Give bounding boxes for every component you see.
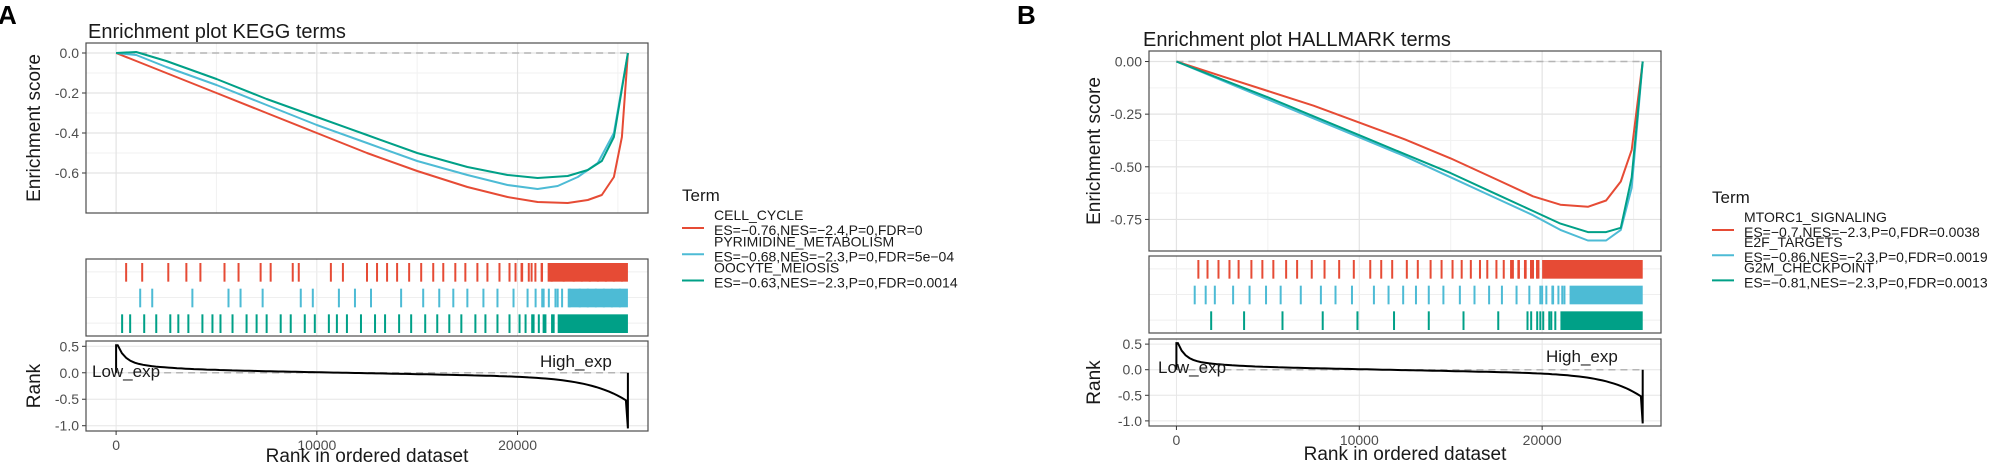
legend-term-stats: ES=−0.86,NES=−2.3,P=0,FDR=0.0019 xyxy=(1744,249,1988,265)
es-line-oocyte-meiosis xyxy=(116,51,629,179)
hit-dense-block xyxy=(1560,311,1643,330)
rank-metric-line xyxy=(115,344,629,429)
rank-axis-title: Rank xyxy=(24,363,45,408)
legend-term-stats: ES=−0.7,NES=−2.3,P=0,FDR=0.0038 xyxy=(1744,224,1980,240)
legend-term-stats: ES=−0.63,NES=−2.3,P=0,FDR=0.0014 xyxy=(714,275,958,291)
legend-term-stats: ES=−0.81,NES=−2.3,P=0,FDR=0.0013 xyxy=(1744,274,1988,290)
chart-title: Enrichment plot KEGG terms xyxy=(88,21,346,43)
es-line-e2f-targets xyxy=(1176,60,1644,242)
low-exp-label: Low_exp xyxy=(92,362,160,381)
hit-dense-block xyxy=(567,288,628,308)
high-exp-label: High_exp xyxy=(1546,347,1618,366)
es-line-cell-cycle xyxy=(115,52,629,204)
rank-axis-title: Rank xyxy=(1084,360,1105,405)
legend-term-name: PYRIMIDINE_METABOLISM xyxy=(714,233,894,249)
panel-letter: B xyxy=(1017,0,1036,30)
panel-a: A Enrichment plot KEGG terms 0.0 -0.2 -0.4 -0… xyxy=(0,0,958,467)
es-panel-border xyxy=(1148,50,1662,252)
legend-term-stats: ES=−0.76,NES=−2.4,P=0,FDR=0 xyxy=(714,222,923,238)
es-panel-border xyxy=(85,42,649,214)
y-tick-label: 0.00 xyxy=(1115,54,1142,70)
x-tick-label: 0 xyxy=(1173,432,1181,448)
hits-panel-border xyxy=(1148,255,1662,334)
hits-panel-border xyxy=(85,258,649,337)
hit-dense-block xyxy=(1569,285,1643,305)
rank-panel-background xyxy=(1149,339,1661,426)
es-line-g2m-checkpoint xyxy=(1176,60,1644,234)
hit-dense-block xyxy=(1542,260,1643,279)
x-tick-label: 0 xyxy=(112,437,120,453)
y-axis-title: Enrichment score xyxy=(24,54,45,202)
rank-tick-label: -0.5 xyxy=(1118,387,1142,403)
legend-term-name: G2M_CHECKPOINT xyxy=(1744,259,1874,275)
rank-panel-background xyxy=(86,341,648,431)
legend-term-name: OOCYTE_MEIOSIS xyxy=(714,260,839,276)
rank-tick-label: 0.5 xyxy=(1123,336,1143,352)
legend-term-stats: ES=−0.68,NES=−2.3,P=0,FDR=5e−04 xyxy=(714,248,954,264)
es-line-mtorc1-signaling xyxy=(1176,60,1644,208)
y-tick-label: -0.6 xyxy=(55,165,79,181)
y-tick-label: -0.4 xyxy=(55,125,79,141)
rank-tick-label: -0.5 xyxy=(55,391,79,407)
legend-term-name: CELL_CYCLE xyxy=(714,207,804,223)
rank-tick-label: 0.0 xyxy=(1123,362,1143,378)
low-exp-label: Low_exp xyxy=(1158,358,1226,377)
y-tick-label: -0.2 xyxy=(55,85,79,101)
y-tick-label: -0.50 xyxy=(1110,159,1142,175)
x-axis-title: Rank in ordered dataset xyxy=(1304,444,1508,465)
chart-title: Enrichment plot HALLMARK terms xyxy=(1143,29,1451,51)
rank-tick-label: -1.0 xyxy=(1118,413,1142,429)
legend-title: Term xyxy=(1712,188,1750,207)
rank-panel-border xyxy=(85,340,649,432)
y-tick-label: -0.25 xyxy=(1110,106,1142,122)
x-tick-label: 20000 xyxy=(1523,432,1562,448)
high-exp-label: High_exp xyxy=(540,352,612,371)
legend-term-name: E2F_TARGETS xyxy=(1744,234,1843,250)
legend-term-name: MTORC1_SIGNALING xyxy=(1744,209,1887,225)
hit-dense-block xyxy=(557,314,628,333)
rank-tick-label: 0.0 xyxy=(60,365,80,381)
rank-tick-label: -1.0 xyxy=(55,418,79,434)
y-tick-label: -0.75 xyxy=(1110,211,1142,227)
x-axis-title: Rank in ordered dataset xyxy=(266,446,470,466)
rank-tick-label: 0.5 xyxy=(60,338,80,354)
x-tick-label: 10000 xyxy=(297,437,336,453)
y-axis-title: Enrichment score xyxy=(1084,77,1105,225)
rank-panel-border xyxy=(1148,338,1662,427)
y-tick-label: 0.0 xyxy=(60,45,80,61)
rank-metric-line xyxy=(1175,342,1644,424)
x-tick-label: 20000 xyxy=(498,437,537,453)
legend-title: Term xyxy=(682,186,720,205)
x-tick-label: 10000 xyxy=(1340,432,1379,448)
panel-letter: A xyxy=(0,0,17,30)
hit-dense-block xyxy=(547,263,628,282)
